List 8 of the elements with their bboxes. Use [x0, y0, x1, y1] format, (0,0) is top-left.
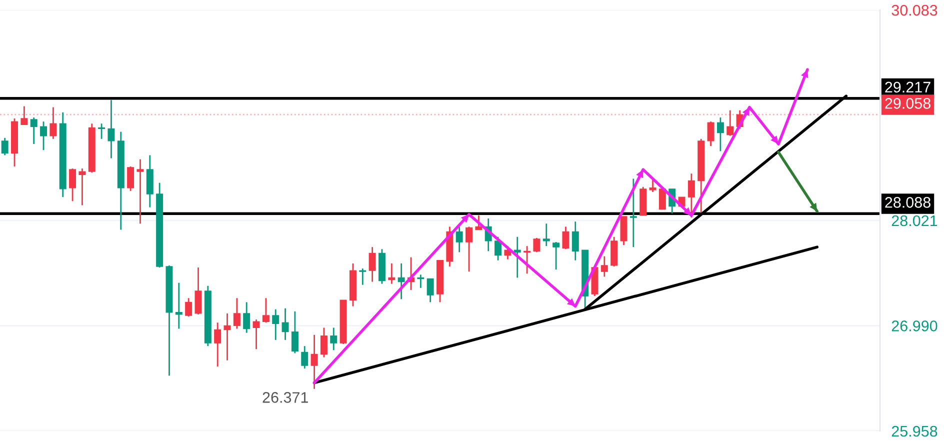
- y-tick-label: 25.958: [892, 426, 938, 437]
- ref-line-label: 28.088: [885, 196, 930, 208]
- annotation: 26.371: [262, 392, 308, 403]
- y-tick-label: 28.021: [892, 215, 938, 226]
- ref-line-label: 29.058: [885, 98, 930, 109]
- y-tick-label: 26.990: [892, 320, 938, 332]
- y-tick-label: 30.083: [892, 4, 938, 16]
- ref-line-label: 29.217: [885, 82, 930, 93]
